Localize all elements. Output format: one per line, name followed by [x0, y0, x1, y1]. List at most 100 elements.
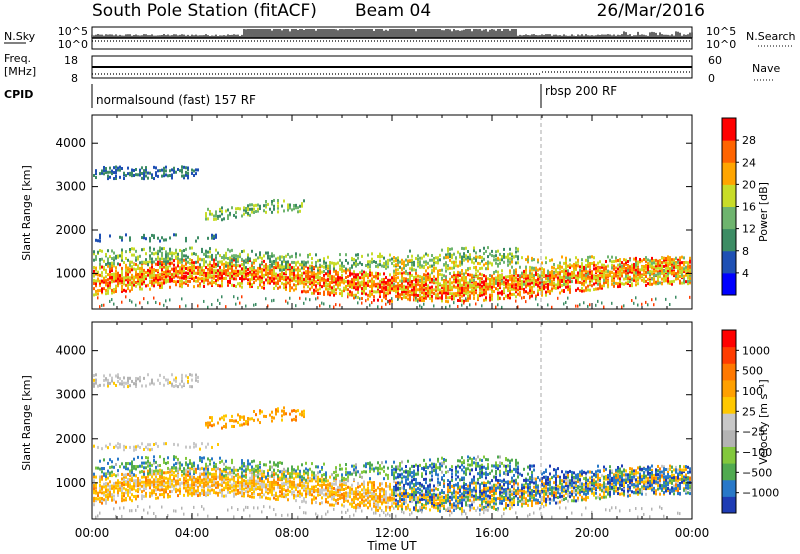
power-echo-cell [99, 233, 101, 237]
power-echo-cell [159, 275, 161, 279]
power-echo-cell [283, 275, 285, 279]
power-echo-cell [315, 264, 317, 268]
power-echo-cell [113, 177, 115, 181]
power-echo-cell [533, 258, 535, 262]
power-echo-cell [209, 266, 211, 270]
power-echo-cell [291, 279, 293, 283]
power-echo-cell [297, 269, 299, 273]
power-echo-cell [345, 271, 347, 275]
power-echo-cell [649, 272, 651, 276]
power-echo-cell [569, 272, 571, 276]
power-echo-cell [475, 272, 477, 276]
power-echo-cell [159, 272, 161, 276]
power-echo-cell [485, 275, 487, 279]
power-echo-cell [155, 171, 157, 175]
power-near-range-cell [621, 305, 623, 309]
power-echo-cell [405, 295, 407, 299]
vel-echo-cell [173, 463, 175, 467]
power-echo-cell [179, 258, 181, 262]
power-echo-cell [165, 260, 167, 264]
vel-near-range-cell [147, 511, 149, 515]
noise-search-label: N.Search [746, 30, 796, 43]
power-echo-cell [293, 268, 295, 272]
power-echo-cell [395, 257, 397, 261]
power-echo-cell [443, 289, 445, 293]
power-echo-cell [153, 281, 155, 285]
power-echo-cell [671, 269, 673, 273]
power-echo-cell [259, 206, 261, 210]
vel-near-range-cell [181, 506, 183, 510]
power-echo-cell [581, 289, 583, 293]
power-echo-cell [395, 271, 397, 275]
power-echo-cell [565, 282, 567, 286]
vel-echo-cell [275, 480, 277, 484]
power-echo-cell [419, 293, 421, 297]
power-echo-cell [663, 269, 665, 273]
vel-echo-cell [93, 484, 95, 488]
power-echo-cell [559, 291, 561, 295]
vel-echo-cell [209, 472, 211, 476]
power-echo-cell [635, 279, 637, 283]
power-echo-cell [527, 278, 529, 282]
power-echo-cell [515, 269, 517, 273]
power-echo-cell [541, 278, 543, 282]
power-echo-cell [251, 249, 253, 253]
power-echo-cell [425, 288, 427, 292]
vel-echo-cell [259, 477, 261, 481]
vel-echo-cell [111, 376, 113, 380]
vel-echo-cell [257, 480, 259, 484]
vel-echo-cell [211, 475, 213, 479]
vel-echo-cell [227, 466, 229, 470]
vel-echo-cell [243, 483, 245, 487]
vel-echo-cell [197, 490, 199, 494]
power-echo-cell [447, 255, 449, 259]
vel-echo-cell [243, 482, 245, 486]
power-near-range-cell [139, 301, 141, 305]
power-echo-cell [427, 261, 429, 265]
power-echo-cell [649, 278, 651, 282]
vel-echo-cell [233, 466, 235, 470]
power-echo-cell [487, 246, 489, 250]
vel-echo-cell [205, 483, 207, 487]
power-echo-cell [523, 269, 525, 273]
vel-echo-cell [209, 416, 211, 420]
vel-echo-cell [259, 479, 261, 483]
power-echo-cell [177, 275, 179, 279]
power-echo-cell [425, 269, 427, 273]
power-echo-cell [165, 255, 167, 259]
power-echo-cell [565, 267, 567, 271]
power-echo-cell [115, 266, 117, 270]
vel-echo-cell [205, 469, 207, 473]
power-echo-cell [325, 287, 327, 291]
power-echo-cell [481, 259, 483, 263]
power-echo-cell [535, 294, 537, 298]
vel-echo-cell [169, 479, 171, 483]
power-echo-cell [143, 233, 145, 237]
vel-echo-cell [201, 456, 203, 460]
power-near-range-cell [653, 303, 655, 307]
power-echo-cell [627, 274, 629, 278]
power-echo-cell [471, 288, 473, 292]
power-echo-cell [665, 270, 667, 274]
vel-echo-cell [115, 444, 117, 448]
power-echo-cell [399, 271, 401, 275]
power-echo-cell [501, 292, 503, 296]
power-echo-cell [291, 269, 293, 273]
power-echo-cell [289, 280, 291, 284]
power-echo-cell [273, 207, 275, 211]
power-echo-cell [137, 275, 139, 279]
power-echo-cell [281, 275, 283, 279]
power-echo-cell [621, 282, 623, 286]
power-echo-cell [279, 255, 281, 259]
power-echo-cell [259, 283, 261, 287]
power-echo-cell [519, 282, 521, 286]
power-echo-cell [103, 172, 105, 176]
vel-echo-cell [95, 481, 97, 485]
power-echo-cell [555, 273, 557, 277]
vel-echo-cell [247, 464, 249, 468]
vel-echo-cell [279, 478, 281, 482]
power-echo-cell [107, 284, 109, 288]
power-echo-cell [555, 270, 557, 274]
vel-echo-cell [221, 469, 223, 473]
power-echo-cell [507, 293, 509, 297]
